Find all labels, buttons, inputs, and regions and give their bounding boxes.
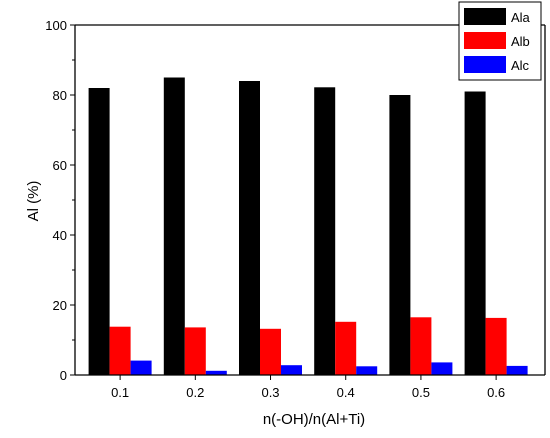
x-tick-label: 0.3	[261, 385, 279, 400]
x-tick-label: 0.4	[337, 385, 355, 400]
y-tick-label: 0	[60, 368, 67, 383]
y-axis-title: Al (%)	[25, 181, 42, 222]
bar-ala-0.6	[464, 91, 486, 375]
ticks-group: 0.1 0.2 0.3 0.4 0.5 0.6 0 20 40 60 80 100	[45, 18, 505, 400]
bar-alc-0.2	[205, 370, 227, 375]
bar-alb-0.4	[335, 321, 357, 375]
bars-group	[88, 77, 528, 376]
y-tick-label: 20	[53, 298, 67, 313]
legend-swatch-ala	[464, 8, 506, 25]
x-axis-title: n(-OH)/n(Al+Ti)	[263, 411, 365, 428]
legend-swatch-alc	[464, 56, 506, 73]
bar-alc-0.4	[356, 366, 378, 376]
legend-label-ala: Ala	[511, 10, 531, 25]
bar-alb-0.3	[260, 328, 281, 375]
legend: Ala Alb Alc	[458, 1, 542, 81]
bar-alc-0.5	[431, 362, 453, 375]
bar-alc-0.1	[130, 360, 152, 375]
y-tick-label: 100	[45, 18, 67, 33]
bar-alb-0.6	[485, 317, 507, 375]
legend-swatch-alb	[464, 32, 506, 49]
bar-ala-0.3	[239, 81, 260, 375]
bar-alb-0.1	[109, 326, 131, 375]
bar-alb-0.5	[410, 317, 432, 376]
legend-label-alc: Alc	[511, 58, 530, 73]
bar-alb-0.2	[184, 327, 206, 375]
y-tick-label: 40	[53, 228, 67, 243]
x-tick-label: 0.1	[111, 385, 129, 400]
x-tick-label: 0.6	[487, 385, 505, 400]
bar-ala-0.2	[163, 77, 185, 375]
bar-ala-0.1	[88, 88, 110, 375]
legend-label-alb: Alb	[511, 34, 530, 49]
x-tick-label: 0.5	[412, 385, 430, 400]
bar-alc-0.6	[506, 365, 528, 375]
bar-ala-0.4	[314, 87, 336, 376]
x-tick-label: 0.2	[186, 385, 204, 400]
y-tick-label: 60	[53, 158, 67, 173]
bar-ala-0.5	[389, 95, 411, 375]
y-tick-label: 80	[53, 88, 67, 103]
bar-alc-0.3	[281, 365, 302, 375]
